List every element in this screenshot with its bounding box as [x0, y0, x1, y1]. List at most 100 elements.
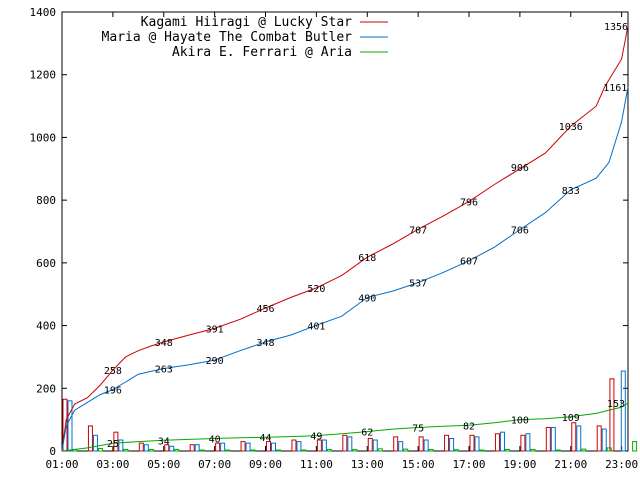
hourly-bar: [504, 448, 510, 452]
x-tick-label: 15:00: [402, 458, 435, 471]
hourly-bar: [118, 439, 124, 452]
hourly-bar: [174, 448, 180, 452]
hourly-bar: [555, 449, 561, 452]
data-label: 82: [463, 421, 475, 432]
hourly-bar: [444, 434, 450, 452]
hourly-bar: [245, 442, 251, 452]
hourly-bar: [92, 434, 98, 452]
x-tick-label: 03:00: [96, 458, 129, 471]
hourly-bar: [393, 436, 399, 452]
hourly-bar: [372, 439, 378, 452]
hourly-bar: [148, 448, 154, 452]
hourly-bars: [62, 370, 638, 452]
hourly-bar: [620, 370, 626, 452]
data-label: 537: [409, 279, 427, 290]
hourly-bar: [545, 426, 551, 452]
hourly-bar: [169, 445, 175, 452]
data-label: 25: [107, 439, 119, 450]
hourly-bar: [632, 441, 638, 452]
x-tick-label: 11:00: [300, 458, 333, 471]
x-tick-label: 07:00: [198, 458, 231, 471]
x-tick-label: 05:00: [147, 458, 180, 471]
hourly-bar: [194, 444, 200, 452]
series-line: [61, 86, 629, 452]
y-tick-label: 400: [36, 320, 56, 333]
x-tick-label: 09:00: [249, 458, 282, 471]
data-label: 34: [158, 436, 170, 447]
hourly-bar: [352, 448, 358, 452]
hourly-bar: [581, 448, 587, 452]
y-tick-label: 1400: [30, 6, 57, 19]
hourly-bar: [113, 431, 119, 452]
data-labels: 258 348 391 456 520 618 707 796 906 1036 1356 196 26…: [104, 22, 628, 450]
hourly-bar: [87, 425, 93, 452]
hourly-bar: [398, 441, 404, 452]
data-label: 348: [256, 338, 274, 349]
hourly-bar: [296, 441, 302, 452]
data-label: 1161: [603, 83, 627, 94]
plot-frame: [61, 11, 629, 452]
data-label: 100: [511, 416, 529, 427]
hourly-bar: [479, 449, 485, 452]
hourly-bar: [403, 448, 409, 452]
hourly-bar: [377, 448, 383, 452]
hourly-bar: [494, 433, 500, 452]
hourly-bar: [530, 448, 536, 452]
x-tick-label: 17:00: [452, 458, 485, 471]
hourly-bar: [164, 444, 170, 452]
hourly-bar: [215, 442, 221, 452]
series-line: [61, 402, 629, 452]
hourly-bar: [499, 431, 505, 452]
data-label: 49: [310, 432, 322, 443]
data-label: 196: [104, 386, 122, 397]
data-label: 263: [155, 365, 173, 376]
legend-entry-label: Maria @ Hayate The Combat Butler: [102, 30, 353, 45]
hourly-bar: [189, 444, 195, 452]
y-tick-label: 600: [36, 257, 56, 270]
y-tick-label: 200: [36, 382, 56, 395]
hourly-bar: [571, 422, 577, 452]
hourly-bar: [596, 425, 602, 452]
data-label: 618: [358, 253, 376, 264]
data-label: 62: [361, 428, 373, 439]
y-tick-label: 1200: [30, 69, 57, 82]
data-label: 707: [409, 225, 427, 236]
hourly-bar: [367, 437, 373, 452]
data-label: 456: [256, 304, 274, 315]
data-label: 258: [104, 366, 122, 377]
hourly-bar: [123, 448, 129, 452]
data-label: 1036: [559, 122, 583, 133]
data-label: 391: [206, 324, 224, 335]
hourly-bar: [423, 439, 429, 452]
data-label: 290: [206, 356, 224, 367]
data-label: 706: [511, 226, 529, 237]
hourly-bar: [469, 434, 475, 452]
cumulative-lines: [61, 25, 629, 452]
hourly-bar: [454, 449, 460, 452]
data-label: 401: [307, 321, 325, 332]
data-label: 1356: [604, 22, 628, 33]
data-label: 796: [460, 197, 478, 208]
hourly-bar: [316, 439, 322, 452]
data-label: 75: [412, 423, 424, 434]
hourly-bar: [342, 434, 348, 452]
hourly-bar: [347, 436, 353, 452]
hourly-bar: [474, 436, 480, 452]
hourly-bar: [606, 447, 612, 452]
data-label: 607: [460, 257, 478, 268]
hourly-bar: [220, 442, 226, 452]
data-label: 833: [562, 186, 580, 197]
hourly-bar: [326, 448, 332, 452]
hourly-bar: [291, 439, 297, 452]
hourly-bar: [143, 444, 149, 452]
x-tick-label: 21:00: [554, 458, 587, 471]
hourly-bar: [576, 425, 582, 452]
hourly-bar: [266, 441, 272, 452]
hourly-bar: [67, 400, 73, 452]
series-line: [61, 25, 629, 452]
x-tick-label: 13:00: [351, 458, 384, 471]
data-label: 348: [155, 338, 173, 349]
hourly-bar: [199, 449, 205, 452]
